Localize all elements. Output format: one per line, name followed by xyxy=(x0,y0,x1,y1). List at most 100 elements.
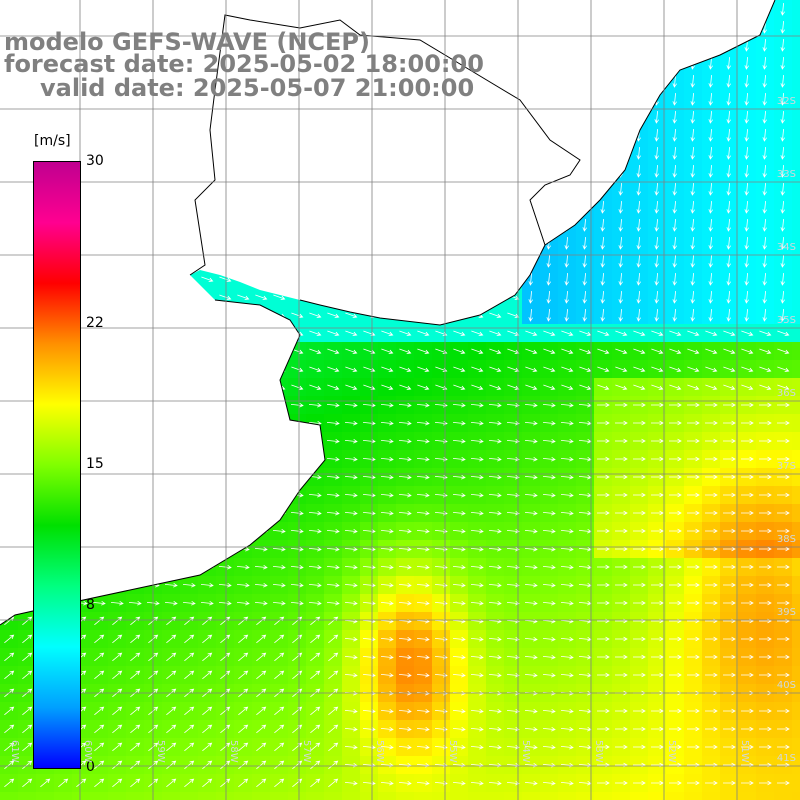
wind-cell xyxy=(360,648,379,667)
wind-arrow xyxy=(618,308,623,322)
wind-arrow xyxy=(524,637,538,642)
wind-arrow xyxy=(687,582,700,588)
wind-arrow xyxy=(651,654,664,660)
wind-cell xyxy=(720,792,739,800)
wind-arrow xyxy=(560,601,574,606)
wind-arrow xyxy=(560,511,574,516)
wind-arrow xyxy=(488,763,502,768)
wind-arrow xyxy=(398,655,412,660)
wind-cell xyxy=(486,630,505,649)
wind-arrow xyxy=(669,348,682,355)
wind-arrow xyxy=(528,308,533,322)
wind-arrow xyxy=(633,456,646,462)
wind-cell xyxy=(792,216,800,235)
wind-arrow xyxy=(777,546,790,552)
wind-cell xyxy=(648,540,667,559)
wind-cell xyxy=(360,396,379,415)
wind-cell xyxy=(702,396,721,415)
wind-cell xyxy=(738,558,757,577)
wind-arrow xyxy=(651,528,664,534)
wind-cell xyxy=(468,684,487,703)
wind-arrow xyxy=(687,420,700,426)
wind-arrow xyxy=(58,778,69,788)
wind-cell xyxy=(486,468,505,487)
wind-cell xyxy=(342,630,361,649)
wind-cell xyxy=(378,666,397,685)
wind-cell xyxy=(666,666,685,685)
wind-arrow xyxy=(759,726,772,732)
wind-arrow xyxy=(326,421,340,426)
wind-cell xyxy=(468,756,487,775)
wind-arrow xyxy=(470,655,484,660)
wind-arrow xyxy=(633,726,646,732)
wind-cell xyxy=(720,630,739,649)
wind-arrow xyxy=(489,348,502,355)
wind-arrow xyxy=(723,330,736,337)
wind-arrow xyxy=(741,492,754,498)
wind-arrow xyxy=(452,745,466,750)
wind-arrow xyxy=(777,456,790,462)
wind-cell xyxy=(756,306,775,325)
wind-cell xyxy=(360,594,379,613)
wind-arrow xyxy=(744,272,749,286)
wind-cell xyxy=(144,756,163,775)
wind-arrow xyxy=(777,564,790,570)
wind-cell xyxy=(720,522,739,541)
wind-arrow xyxy=(220,634,231,644)
wind-arrow xyxy=(506,403,520,408)
wind-arrow xyxy=(741,636,754,642)
wind-arrow xyxy=(416,655,430,660)
wind-cell xyxy=(144,648,163,667)
wind-cell xyxy=(666,792,685,800)
wind-arrow xyxy=(488,583,502,588)
wind-cell xyxy=(594,396,613,415)
wind-cell xyxy=(684,306,703,325)
wind-cell xyxy=(414,414,433,433)
wind-arrow xyxy=(344,475,358,480)
wind-arrow xyxy=(560,457,574,462)
wind-arrow xyxy=(597,438,610,444)
wind-cell xyxy=(630,198,649,217)
wind-arrow xyxy=(488,781,502,786)
wind-cell xyxy=(414,468,433,487)
wind-arrow xyxy=(654,308,659,322)
wind-cell xyxy=(414,432,433,451)
wind-arrow xyxy=(741,726,754,732)
wind-cell xyxy=(468,630,487,649)
wind-cell xyxy=(144,594,163,613)
wind-arrow xyxy=(416,601,430,606)
wind-arrow xyxy=(202,634,213,644)
wind-arrow xyxy=(777,366,790,373)
wind-arrow xyxy=(272,583,286,588)
wind-cell xyxy=(702,306,721,325)
wind-cell xyxy=(342,774,361,793)
wind-cell xyxy=(648,288,667,307)
wind-arrow xyxy=(362,457,376,462)
wind-cell xyxy=(0,630,19,649)
wind-cell xyxy=(108,594,127,613)
wind-cell xyxy=(504,414,523,433)
wind-cell xyxy=(702,252,721,271)
wind-arrow xyxy=(744,182,749,196)
wind-cell xyxy=(576,558,595,577)
wind-cell xyxy=(702,684,721,703)
wind-cell xyxy=(684,108,703,127)
wind-arrow xyxy=(672,308,677,322)
wind-cell xyxy=(414,702,433,721)
wind-cell xyxy=(162,684,181,703)
wind-cell xyxy=(270,540,289,559)
wind-arrow xyxy=(470,421,484,426)
wind-arrow xyxy=(543,366,556,373)
wind-arrow xyxy=(741,438,754,444)
wind-cell xyxy=(648,126,667,145)
wind-cell xyxy=(450,702,469,721)
wind-arrow xyxy=(780,74,785,88)
wind-cell xyxy=(702,486,721,505)
wind-cell xyxy=(684,468,703,487)
wind-cell xyxy=(486,522,505,541)
longitude-label: 60W xyxy=(82,740,93,763)
wind-arrow xyxy=(759,510,772,516)
wind-arrow xyxy=(94,724,105,734)
wind-cell xyxy=(324,504,343,523)
wind-cell xyxy=(540,522,559,541)
